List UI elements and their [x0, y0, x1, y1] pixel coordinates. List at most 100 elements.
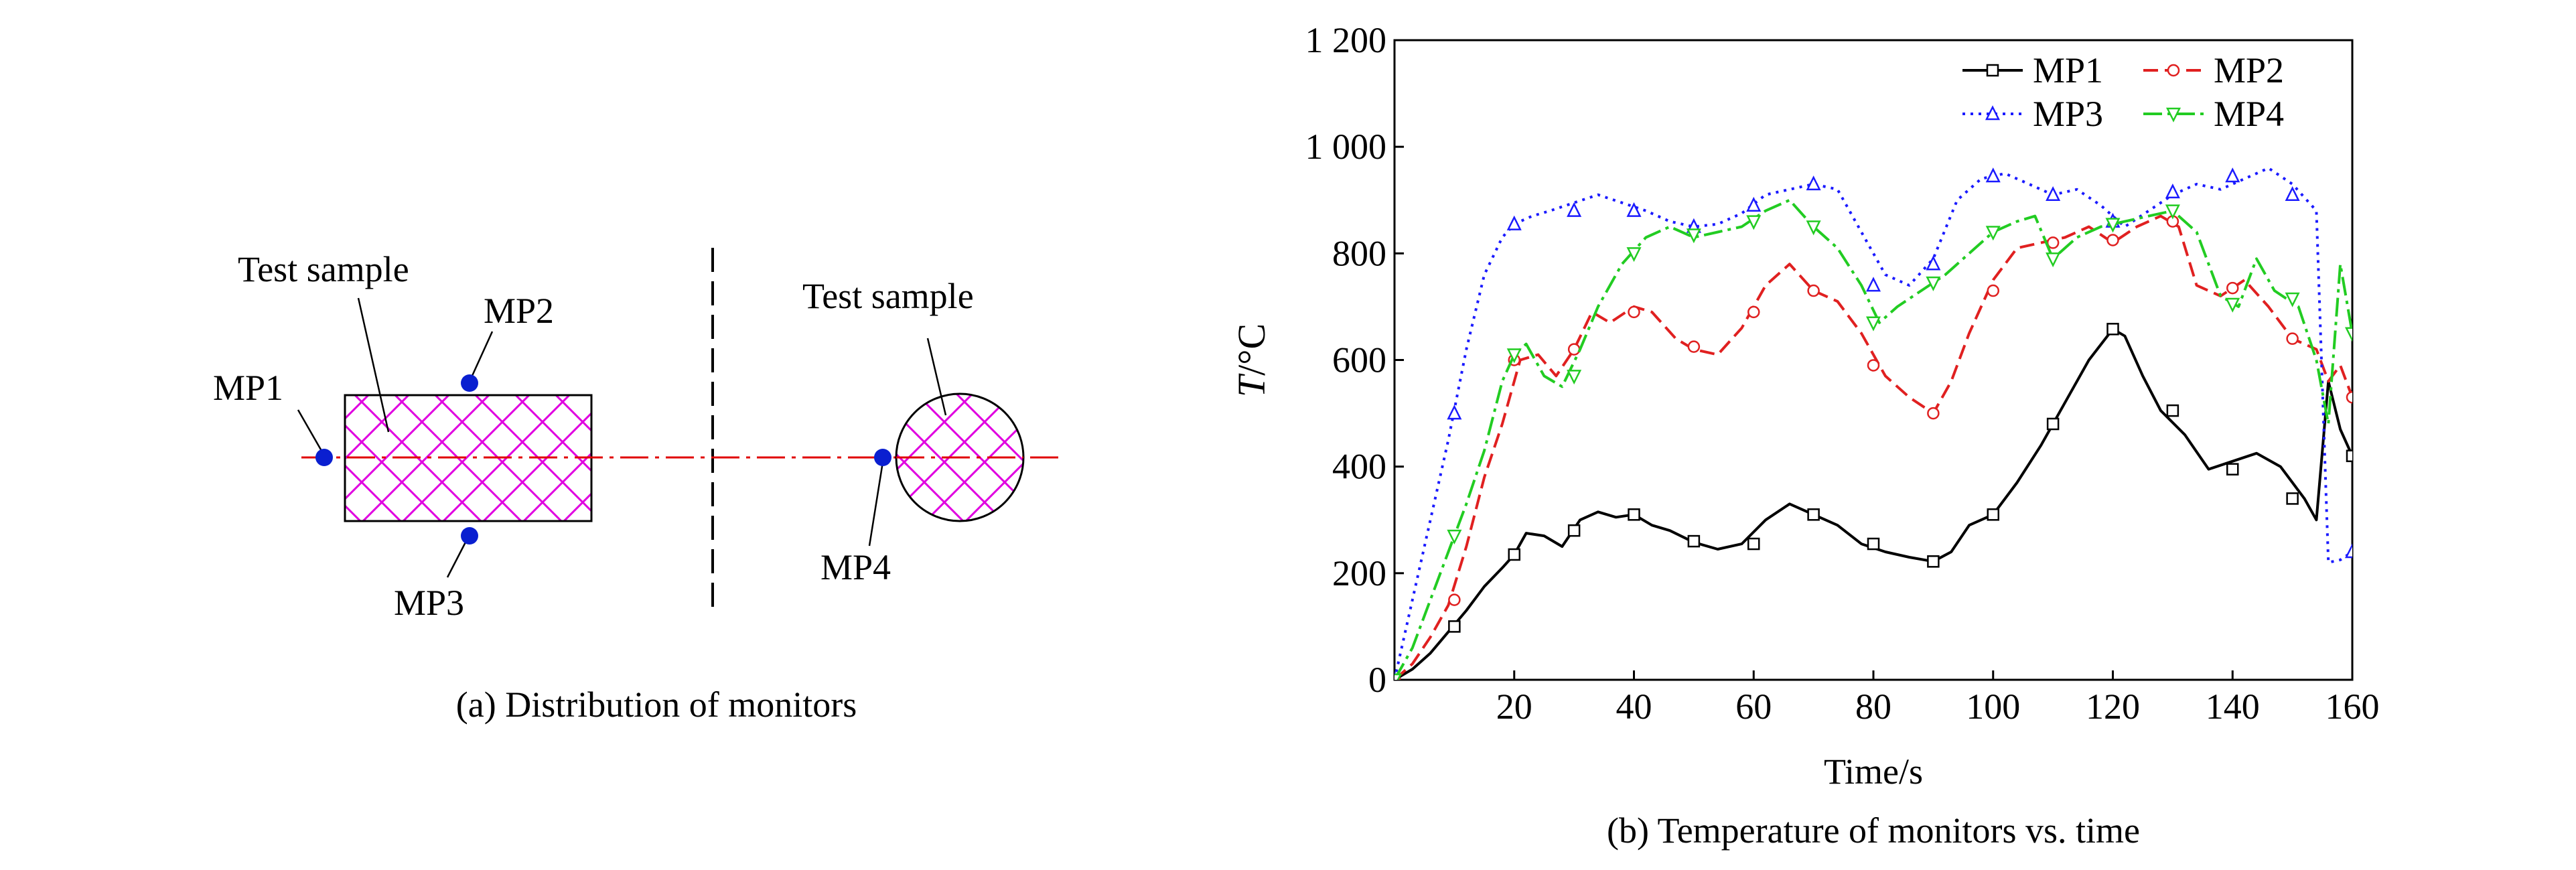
x-tick-label: 80 [1855, 686, 1891, 727]
y-axis-label-unit: /°C [1230, 323, 1273, 376]
y-axis-label-symbol: T [1230, 373, 1273, 397]
data-point-mp4 [1746, 215, 1762, 230]
monitor-mp2-dot [461, 374, 478, 392]
data-point-mp4 [1567, 370, 1582, 385]
data-point-mp1 [2106, 323, 2119, 336]
legend-marker-mp3 [1985, 105, 2001, 121]
y-tick-label: 200 [1332, 553, 1386, 593]
monitor-distribution-diagram: Test sample MP1 MP2 MP3 Test sample MP4 … [213, 248, 1065, 725]
leader-mp2 [468, 331, 494, 384]
series-mp4 [1394, 198, 2352, 680]
legend-label-mp4: MP4 [2214, 94, 2284, 134]
data-point-mp2 [1747, 305, 1760, 319]
data-point-mp1 [1448, 620, 1461, 633]
series-line-mp1 [1394, 328, 2352, 680]
data-point-mp3 [1506, 215, 1522, 230]
data-point-mp4 [2285, 292, 2300, 307]
y-axis-label: T/°C [1230, 323, 1273, 397]
leader-mp1 [297, 409, 326, 456]
data-point-mp1 [2346, 449, 2352, 462]
data-point-mp3 [1626, 202, 1642, 217]
data-point-mp1 [1807, 508, 1820, 521]
legend: MP1 MP2 MP3 MP4 [1962, 50, 2284, 134]
data-point-mp3 [1447, 405, 1462, 420]
series-layer [1394, 167, 2352, 680]
data-point-mp4 [1865, 316, 1881, 332]
series-mp1 [1394, 323, 2352, 680]
data-point-mp4 [1985, 226, 2001, 241]
axis-ticks: 0 200 400 600 800 1 000 1 200 20 40 60 80 100 120 140… [1305, 20, 2380, 727]
leader-test-sample-circle [926, 338, 947, 416]
series-mp3 [1394, 167, 2352, 680]
leader-mp4 [868, 461, 884, 547]
data-point-mp2 [1567, 343, 1581, 356]
data-point-mp1 [1927, 555, 1940, 568]
data-point-mp1 [1687, 534, 1701, 548]
data-point-mp2 [2106, 234, 2119, 246]
monitor-mp3-dot [461, 527, 478, 545]
x-tick-label: 140 [2206, 686, 2260, 727]
data-point-mp4 [1806, 220, 1821, 236]
data-point-mp3 [1806, 175, 1821, 191]
leader-test-sample-rect [357, 297, 390, 433]
data-point-mp4 [2225, 297, 2240, 313]
label-mp3: MP3 [394, 583, 464, 623]
x-tick-label: 100 [1966, 686, 2020, 727]
legend-label-mp3: MP3 [2033, 94, 2103, 134]
y-tick-label: 400 [1332, 447, 1386, 487]
label-mp1: MP1 [213, 368, 283, 408]
data-point-mp4 [1506, 348, 1522, 364]
data-point-mp1 [1567, 524, 1581, 537]
monitor-mp1-dot [315, 449, 333, 466]
data-point-mp2 [1628, 305, 1640, 319]
data-point-mp2 [1807, 284, 1820, 297]
data-point-mp2 [1987, 284, 1999, 297]
data-point-mp4 [1447, 529, 1462, 545]
data-point-mp3 [2046, 186, 2061, 202]
series-line-mp2 [1394, 214, 2352, 680]
x-tick-label: 40 [1616, 686, 1652, 727]
data-point-mp1 [1508, 548, 1520, 561]
data-point-mp3 [1567, 202, 1582, 217]
data-point-mp2 [2286, 332, 2299, 345]
y-tick-label: 600 [1332, 340, 1386, 380]
legend-label-mp1: MP1 [2033, 50, 2103, 90]
label-test-sample-rect: Test sample [238, 249, 409, 289]
series-line-mp3 [1394, 167, 2352, 680]
data-point-mp3 [2344, 543, 2352, 559]
data-point-mp1 [1867, 537, 1880, 551]
data-point-mp3 [2285, 186, 2300, 202]
y-tick-label: 800 [1332, 233, 1386, 273]
x-axis-label: Time/s [1824, 751, 1923, 792]
legend-marker-mp2 [2167, 64, 2180, 77]
data-point-mp3 [1985, 167, 2001, 183]
data-point-mp1 [1987, 508, 1999, 521]
data-point-mp2 [1448, 593, 1461, 606]
label-mp4: MP4 [820, 547, 891, 587]
data-point-mp2 [2226, 281, 2239, 295]
data-point-mp1 [2226, 463, 2239, 476]
data-point-mp4 [2046, 252, 2061, 268]
data-point-mp1 [1628, 508, 1640, 521]
x-tick-label: 20 [1496, 686, 1532, 727]
data-point-mp4 [2344, 327, 2352, 342]
data-point-mp2 [2346, 390, 2352, 404]
data-point-mp2 [1867, 359, 1880, 372]
legend-marker-mp4 [2165, 107, 2181, 123]
y-tick-label: 0 [1368, 660, 1386, 700]
y-tick-label: 1 000 [1305, 127, 1387, 167]
data-point-mp4 [1626, 247, 1642, 263]
legend-label-mp2: MP2 [2214, 50, 2284, 90]
data-point-mp4 [2165, 204, 2180, 220]
legend-marker-mp1 [1986, 64, 1999, 77]
data-point-mp3 [1865, 277, 1881, 292]
data-point-mp3 [2165, 184, 2180, 199]
label-mp2: MP2 [484, 291, 554, 331]
caption-a: (a) Distribution of monitors [456, 684, 857, 725]
data-point-mp4 [1394, 673, 1403, 680]
data-point-mp3 [1746, 196, 1762, 212]
x-tick-label: 160 [2325, 686, 2380, 727]
data-point-mp1 [2166, 404, 2179, 417]
x-tick-label: 60 [1735, 686, 1772, 727]
